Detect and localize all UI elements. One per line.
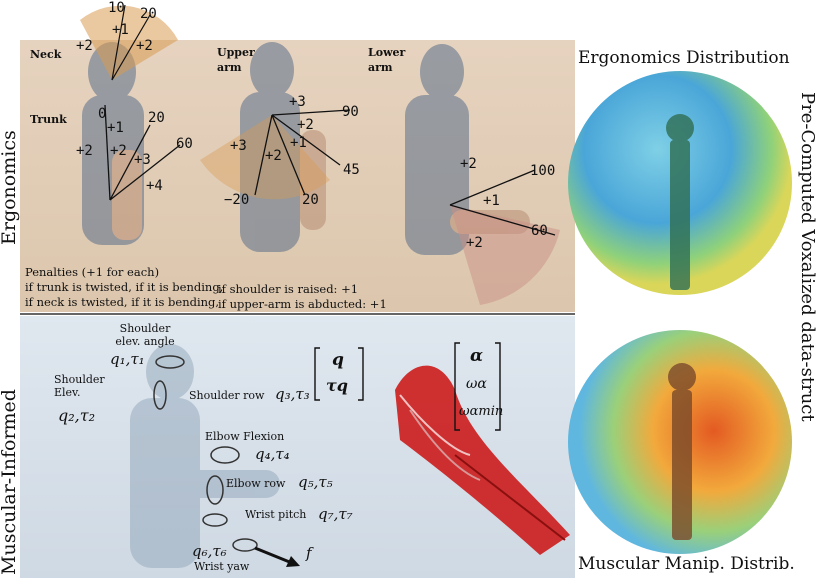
lower-angle-100: 100 [530,163,556,179]
upper-score-2b: +2 [265,148,282,164]
force-arrow [254,546,293,565]
trunk-score-1: +1 [107,120,124,136]
lower-arm-wedge [450,205,560,305]
q2-tau2: q₂,τ₂ [58,406,96,425]
vector-q: q [332,350,344,370]
upper-arm-label: Upper arm [217,46,255,74]
trunk-score-2b: +2 [110,143,127,159]
elbow-flexion-label: Elbow Flexion [205,430,285,443]
neck-score-2b: +2 [136,38,153,54]
shoulder-row-label: Shoulder row [189,389,265,402]
robot-bottom [668,363,696,540]
upper-angle-20: 20 [302,192,319,208]
robot-top [666,114,694,290]
penalties-line-1: Penalties (+1 for each) [25,265,160,279]
upper-score-2a: +2 [297,117,314,133]
trunk-score-4: +4 [146,178,163,194]
panel-divider [20,313,575,315]
neck-angle-10: 10 [108,0,125,16]
q6-tau6: q₆,τ₆ [192,542,227,560]
lower-score-2b: +2 [466,235,483,251]
joint-rings [153,355,258,552]
force-label: f [306,544,312,562]
neck-score-1: +1 [112,22,129,38]
trunk-angle-0: 0 [98,106,107,122]
trunk-angle-60: 60 [176,136,193,152]
vector-omega-min: ωαmin [459,404,504,419]
voxel-side-label: Pre-Computed Voxalized data-struct [797,92,818,422]
upper-score-3a: +3 [289,94,306,110]
penalties-line-2: if trunk is twisted, if it is bending, [25,280,224,294]
trunk-score-3: +3 [134,152,151,168]
trunk-line-60 [109,144,181,201]
q5-tau5: q₅,τ₅ [298,473,333,491]
upper-angle-90: 90 [342,104,359,120]
trunk-line-0 [104,104,111,201]
q4-tau4: q₄,τ₄ [255,445,290,463]
vector-tau-q: τq [326,376,348,395]
upper-angle-minus20: −20 [224,192,250,208]
upper-score-1: +1 [290,135,307,151]
trunk-label: Trunk [30,113,67,126]
trunk-angle-20: 20 [148,110,165,126]
lower-arm-label: Lower arm [368,46,406,74]
neck-score-2a: +2 [76,38,93,54]
person-figure-2 [240,42,326,252]
muscle-model [395,365,570,555]
shoulder-elev-label: Shoulder Elev. [54,373,105,399]
trunk-score-2a: +2 [76,143,93,159]
muscular-distribution-title: Muscular Manip. Distrib. [578,554,795,574]
neck-label: Neck [30,48,62,61]
wrist-yaw-label: Wrist yaw [194,560,250,573]
neck-wedge [80,5,178,80]
lower-score-2a: +2 [460,156,477,172]
shoulder-elev-angle-label: Shoulder elev. angle [115,322,175,348]
upper-angle-45: 45 [343,162,360,178]
penalties-line-3: if neck is twisted, if it is bending, [25,295,220,309]
neck-angle-20: 20 [140,6,157,22]
elbow-row-label: Elbow row [226,477,286,490]
q3-tau3: q₃,τ₃ [275,385,310,403]
penalties-line-5: if upper-arm is abducted: +1 [218,297,387,311]
muscular-side-label: Muscular-Informed [0,389,20,575]
vector-omega: ωα [466,376,487,392]
trunk-line-20 [109,124,151,201]
ergonomics-side-label: Ergonomics [0,130,20,245]
upper-score-3b: +3 [230,138,247,154]
q1-tau1: q₁,τ₁ [110,350,145,368]
vector-alpha: α [470,346,484,366]
penalties-block-2: if shoulder is raised: +1 if upper-arm i… [218,282,387,312]
wrist-pitch-label: Wrist pitch [245,508,307,521]
q7-tau7: q₇,τ₇ [318,505,353,523]
ergonomics-distribution-title: Ergonomics Distribution [578,48,790,68]
lower-score-1: +1 [483,193,500,209]
lower-angle-60: 60 [531,223,548,239]
penalties-block: Penalties (+1 for each) if trunk is twis… [25,265,223,310]
penalties-line-4: if shoulder is raised: +1 [218,282,359,296]
